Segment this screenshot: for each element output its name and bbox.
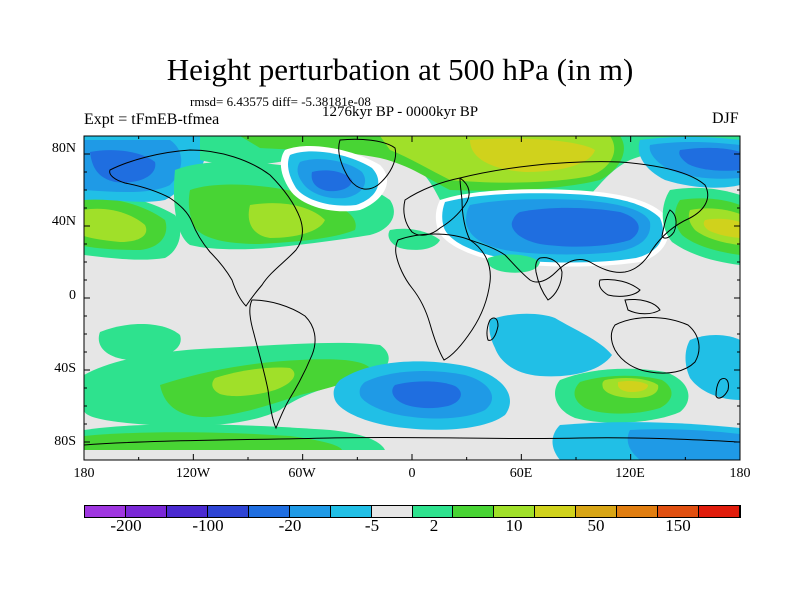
stats-label: rmsd= 6.43575 diff= -5.38181e-08: [190, 94, 371, 109]
colorbar-label: 10: [505, 516, 523, 535]
coastlines: [84, 138, 740, 446]
colorbar-label: -100: [192, 516, 224, 535]
lat-tick-label: 40S: [54, 361, 76, 376]
colorbar-swatch: [207, 505, 249, 517]
colorbar-swatch: [494, 505, 536, 517]
colorbar-swatch: [412, 505, 454, 517]
lon-tick-label: 180: [729, 466, 751, 481]
colorbar-swatch: [248, 505, 290, 517]
lat-tick-label: 0: [69, 288, 76, 303]
colorbar-swatch: [453, 505, 495, 517]
lon-tick-label: 180: [73, 466, 95, 481]
lat-tick-label: 40N: [51, 214, 76, 229]
colorbar-swatch: [125, 505, 167, 517]
colorbar-swatch: [535, 505, 577, 517]
colorbar-label: -20: [278, 516, 302, 535]
season-label: DJF: [712, 110, 739, 127]
north-anomalies: [84, 136, 740, 273]
chart-title: Height perturbation at 500 hPa (in m): [166, 52, 634, 87]
lat-tick-label: 80S: [54, 434, 76, 449]
colorbar-swatch: [289, 505, 331, 517]
period-label: 1276kyr BP - 0000kyr BP: [322, 104, 479, 120]
colorbar-label: -200: [110, 516, 142, 535]
lon-tick-label: 120W: [175, 466, 211, 481]
lon-tick-label: 60W: [288, 466, 316, 481]
colorbar-swatch: [617, 505, 659, 517]
colorbar-swatch: [166, 505, 208, 517]
colorbar-swatch: [658, 505, 700, 517]
colorbar-swatch: [371, 505, 413, 517]
lon-tick-label: 120E: [615, 466, 645, 481]
south-anomalies: [84, 313, 740, 460]
colorbar-swatch: [699, 505, 740, 517]
lat-tick-label: 80N: [51, 141, 76, 156]
colorbar-label: 150: [665, 516, 691, 535]
colorbar-label: -5: [364, 516, 380, 535]
experiment-label: Expt = tFmEB-tfmea: [84, 111, 220, 128]
colorbar-swatch: [330, 505, 372, 517]
colorbar-label: 50: [587, 516, 605, 535]
colorbar-label: 2: [429, 516, 439, 535]
colorbar-swatch: [576, 505, 618, 517]
axis-ticks: [83, 135, 741, 461]
lon-tick-label: 60E: [509, 466, 533, 481]
colorbar: [84, 505, 740, 517]
lon-tick-label: 0: [408, 466, 416, 481]
